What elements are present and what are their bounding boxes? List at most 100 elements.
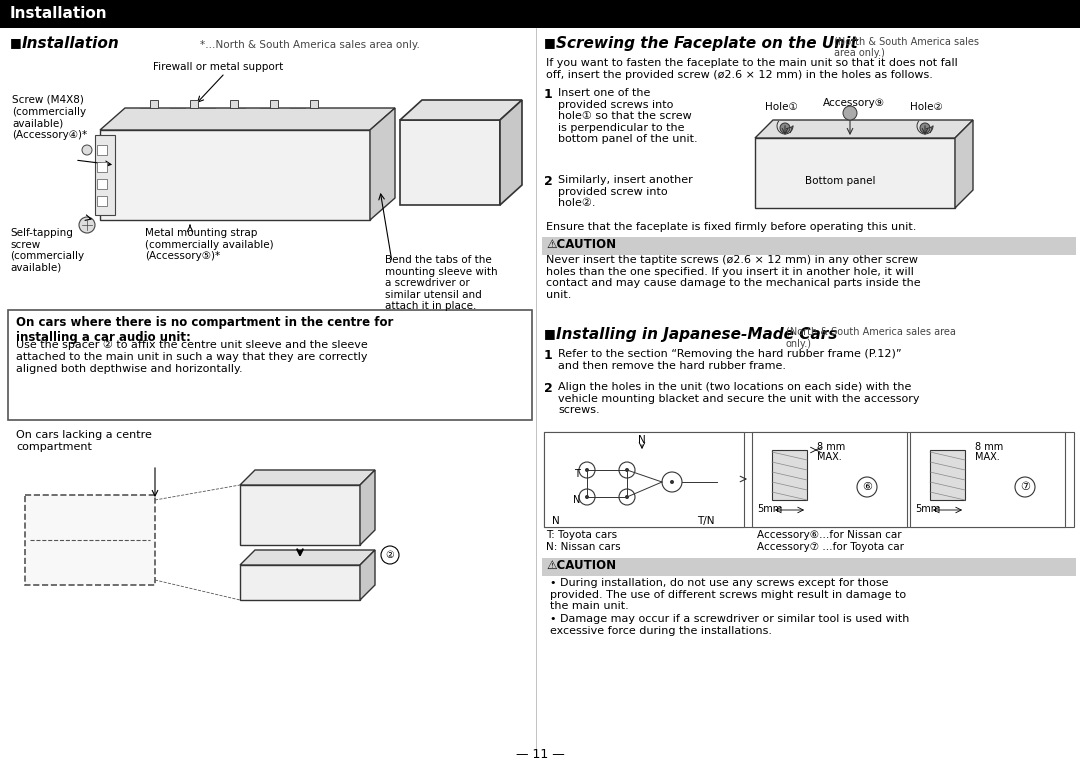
Text: Accessory⑥…for Nissan car: Accessory⑥…for Nissan car (757, 530, 902, 540)
Circle shape (619, 462, 635, 478)
Text: T: T (575, 469, 580, 479)
Circle shape (79, 217, 95, 233)
Bar (150, 100, 158, 108)
Text: (North & South America sales
area only.): (North & South America sales area only.) (834, 36, 978, 58)
Bar (0, 0, 1080, 28)
Text: 8 mm: 8 mm (816, 442, 846, 452)
Text: Accessory⑨: Accessory⑨ (823, 98, 885, 108)
Circle shape (843, 106, 858, 120)
Text: ■: ■ (544, 36, 556, 49)
Text: Never insert the taptite screws (ø2.6 × 12 mm) in any other screw
holes than the: Never insert the taptite screws (ø2.6 × … (546, 255, 920, 299)
Circle shape (82, 145, 92, 155)
Circle shape (579, 489, 595, 505)
Polygon shape (360, 550, 375, 600)
Text: — 11 —: — 11 — (515, 748, 565, 761)
Circle shape (920, 123, 930, 133)
Text: Refer to the section “Removing the hard rubber frame (P.12)”
and then remove the: Refer to the section “Removing the hard … (558, 349, 902, 370)
Circle shape (381, 546, 399, 564)
Polygon shape (240, 565, 360, 600)
Text: (North & South America sales area
only.): (North & South America sales area only.) (786, 327, 956, 348)
Bar (97, 196, 107, 206)
Bar (930, 450, 966, 500)
Text: *…North & South America sales area only.: *…North & South America sales area only. (200, 40, 420, 50)
Text: 5mm: 5mm (757, 504, 782, 514)
Text: MAX.: MAX. (975, 452, 1000, 462)
Text: T: Toyota cars: T: Toyota cars (546, 530, 617, 540)
Polygon shape (400, 100, 522, 120)
Circle shape (858, 477, 877, 497)
Text: 5mm: 5mm (915, 504, 941, 514)
Text: 1: 1 (544, 88, 553, 101)
Text: 1: 1 (544, 349, 553, 362)
Text: Accessory⑦ …for Toyota car: Accessory⑦ …for Toyota car (757, 542, 904, 552)
Text: N: N (552, 516, 559, 526)
Text: Align the holes in the unit (two locations on each side) with the
vehicle mounti: Align the holes in the unit (two locatio… (558, 382, 919, 415)
Text: Installation: Installation (22, 36, 120, 51)
Polygon shape (240, 470, 375, 485)
Circle shape (619, 489, 635, 505)
Bar (230, 100, 238, 108)
Text: ⚠CAUTION: ⚠CAUTION (546, 238, 616, 251)
Polygon shape (370, 108, 395, 220)
Text: Use the spacer ② to affix the centre unit sleeve and the sleeve
attached to the : Use the spacer ② to affix the centre uni… (16, 340, 368, 373)
Polygon shape (100, 130, 370, 220)
Text: Metal mounting strap
(commercially available)
(Accessory⑤)*: Metal mounting strap (commercially avail… (145, 228, 273, 261)
Polygon shape (360, 470, 375, 545)
Text: If you want to fasten the faceplate to the main unit so that it does not fall
of: If you want to fasten the faceplate to t… (546, 58, 958, 79)
Text: Bottom panel: Bottom panel (805, 176, 876, 186)
Text: Bend the tabs of the
mounting sleeve with
a screwdriver or
similar utensil and
a: Bend the tabs of the mounting sleeve wit… (384, 255, 498, 312)
Polygon shape (400, 120, 500, 205)
Text: N: Nissan cars: N: Nissan cars (546, 542, 621, 552)
Bar (542, 237, 1076, 255)
Bar (97, 162, 107, 172)
Bar (772, 450, 807, 500)
Text: ②: ② (386, 550, 394, 560)
Bar (8, 310, 532, 420)
Text: • During installation, do not use any screws except for those
provided. The use : • During installation, do not use any sc… (550, 578, 906, 611)
Polygon shape (95, 135, 114, 215)
Text: Installation: Installation (10, 7, 108, 21)
Text: 2: 2 (544, 175, 553, 188)
Circle shape (625, 495, 629, 499)
Polygon shape (500, 100, 522, 205)
Text: Installing in Japanese-Made Cars: Installing in Japanese-Made Cars (556, 327, 837, 342)
Text: • Damage may occur if a screwdriver or similar tool is used with
excessive force: • Damage may occur if a screwdriver or s… (550, 614, 909, 636)
Polygon shape (240, 550, 375, 565)
Polygon shape (755, 138, 955, 208)
Circle shape (579, 462, 595, 478)
Text: N: N (573, 495, 581, 505)
Circle shape (662, 472, 681, 492)
Text: Hole①: Hole① (765, 102, 798, 112)
Polygon shape (100, 108, 395, 130)
Text: On cars where there is no compartment in the centre for
installing a car audio u: On cars where there is no compartment in… (16, 316, 393, 344)
Circle shape (780, 123, 789, 133)
Text: MAX.: MAX. (816, 452, 841, 462)
Text: ⚠CAUTION: ⚠CAUTION (546, 559, 616, 572)
Bar (310, 100, 318, 108)
Text: Hole②: Hole② (910, 102, 943, 112)
Circle shape (585, 468, 589, 472)
Text: Firewall or metal support: Firewall or metal support (153, 62, 283, 72)
Circle shape (1015, 477, 1035, 497)
Text: Ensure that the faceplate is fixed firmly before operating this unit.: Ensure that the faceplate is fixed firml… (546, 222, 916, 232)
Bar (544, 432, 1074, 527)
Bar (97, 145, 107, 155)
Circle shape (625, 468, 629, 472)
Bar (25, 495, 156, 585)
Bar (97, 179, 107, 189)
Text: N: N (638, 435, 646, 445)
Text: On cars lacking a centre
compartment: On cars lacking a centre compartment (16, 430, 152, 452)
Text: ⑥: ⑥ (862, 482, 872, 492)
Bar (752, 432, 907, 527)
Circle shape (670, 480, 674, 484)
Bar (910, 432, 1065, 527)
Text: Screwing the Faceplate on the Unit: Screwing the Faceplate on the Unit (556, 36, 858, 51)
Bar (542, 558, 1076, 576)
Text: Similarly, insert another
provided screw into
hole②.: Similarly, insert another provided screw… (558, 175, 692, 208)
Bar (190, 100, 198, 108)
Text: Insert one of the
provided screws into
hole① so that the screw
is perpendicular : Insert one of the provided screws into h… (558, 88, 698, 145)
Polygon shape (755, 120, 973, 138)
Circle shape (585, 495, 589, 499)
Text: ■: ■ (544, 327, 556, 340)
Polygon shape (240, 485, 360, 545)
